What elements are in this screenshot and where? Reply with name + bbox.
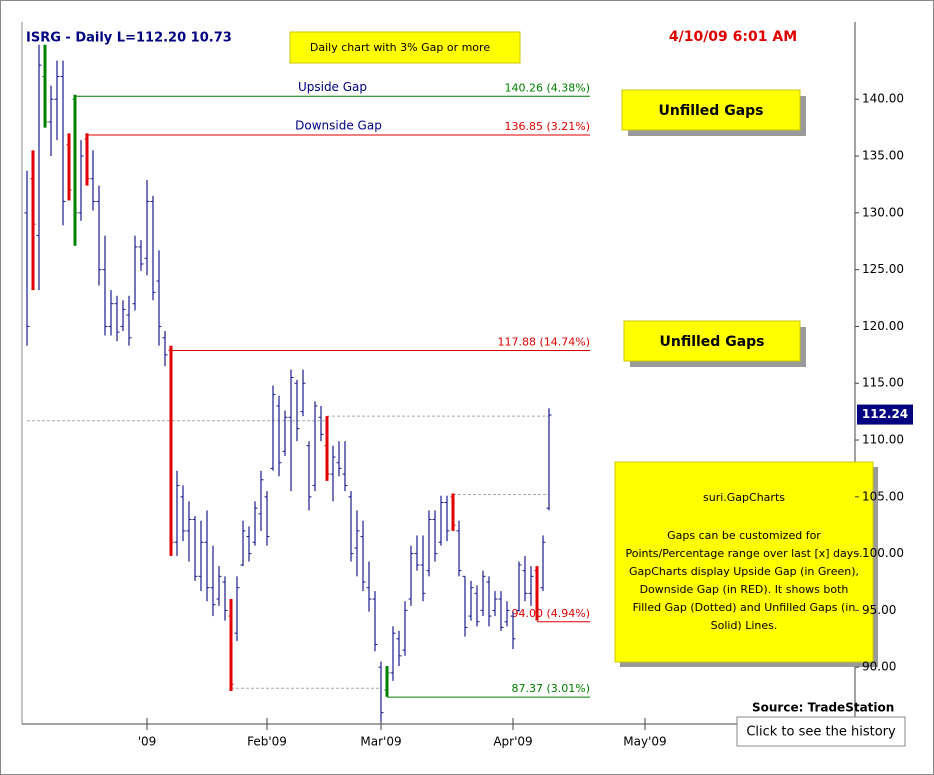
- y-tick-label: 90.00: [862, 660, 896, 674]
- gap-name: Upside Gap: [298, 80, 367, 94]
- note-line: Gaps can be customized for: [667, 529, 821, 542]
- annotation: Unfilled Gaps: [659, 103, 764, 119]
- gap-label: 94.00 (4.94%): [511, 607, 590, 620]
- note-line: Points/Percentage range over last [x] da…: [625, 547, 862, 560]
- note-title: suri.GapCharts: [703, 491, 785, 504]
- x-tick-label: '09: [138, 735, 157, 749]
- gap-name: Downside Gap: [295, 119, 382, 133]
- gap-label: 136.85 (3.21%): [504, 120, 590, 133]
- x-tick-label: Feb'09: [247, 735, 287, 749]
- gap-label: 140.26 (4.38%): [504, 81, 590, 94]
- y-tick-label: 125.00: [862, 262, 904, 276]
- annotation-box: [623, 320, 801, 362]
- annotation-box: [621, 89, 801, 131]
- y-tick-label: 140.00: [862, 92, 904, 106]
- annotation: Unfilled Gaps: [660, 334, 765, 350]
- y-tick-label: 95.00: [862, 603, 896, 617]
- note-line: Solid) Lines.: [711, 619, 778, 632]
- y-tick-label: 135.00: [862, 149, 904, 163]
- gap-label: 117.88 (14.74%): [497, 336, 590, 349]
- note-line: Downside Gap (in RED). It shows both: [640, 583, 849, 596]
- gap-label: 87.37 (3.01%): [511, 682, 590, 695]
- y-tick-label: 120.00: [862, 319, 904, 333]
- subtitle: Daily chart with 3% Gap or more: [310, 41, 490, 54]
- x-tick-label: Mar'09: [360, 735, 401, 749]
- y-tick-label: 105.00: [862, 489, 904, 503]
- y-tick-label: 110.00: [862, 433, 904, 447]
- y-tick-label: 130.00: [862, 205, 904, 219]
- last-price-box: [857, 404, 913, 425]
- x-tick-label: May'09: [623, 735, 666, 749]
- subtitle-box: [289, 31, 521, 64]
- y-tick-label: 100.00: [862, 546, 904, 560]
- y-tick-label: 115.00: [862, 376, 904, 390]
- history-button[interactable]: [736, 716, 906, 747]
- x-tick-label: Apr'09: [493, 735, 532, 749]
- timestamp: 4/10/09 6:01 AM: [669, 29, 797, 45]
- note-line: GapCharts display Upside Gap (in Green),: [629, 565, 859, 578]
- history-button-label[interactable]: Click to see the history: [746, 725, 896, 740]
- last-price-label: 112.24: [862, 407, 908, 421]
- note-box: [614, 461, 874, 663]
- note-body: Gaps can be customized for Points/Percent…: [625, 529, 862, 632]
- note-line: Filled Gap (Dotted) and Unfilled Gaps (i…: [633, 601, 856, 614]
- source: Source: TradeStation: [752, 701, 894, 715]
- chart-title: ISRG - Daily L=112.20 10.73: [26, 31, 232, 46]
